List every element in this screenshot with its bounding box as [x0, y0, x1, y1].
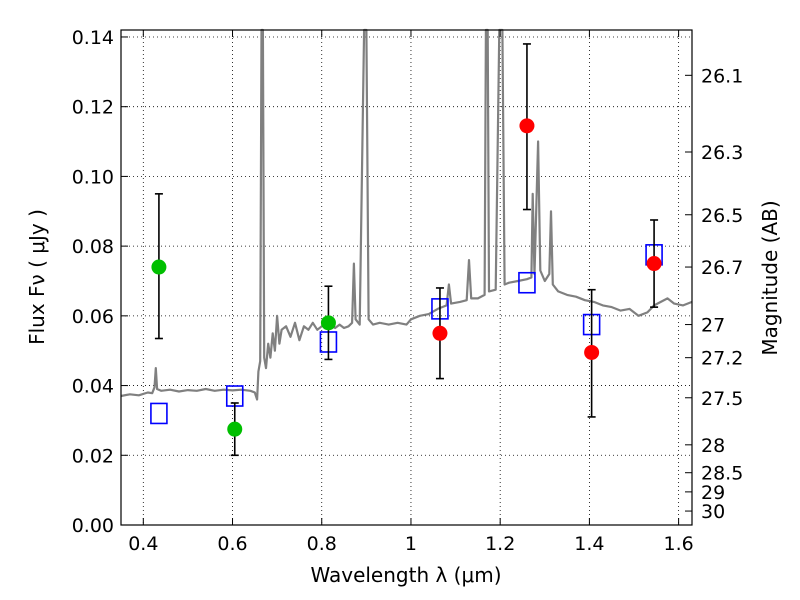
y-tick-label: 0.06 [72, 306, 114, 328]
grid [121, 30, 692, 525]
y2-tick-label: 26.3 [701, 142, 743, 164]
x-axis-label: Wavelength λ (μm) [310, 563, 501, 587]
x-tick-label: 1.6 [664, 533, 694, 555]
y-tick-label: 0.04 [72, 376, 114, 398]
plot-frame [120, 29, 693, 526]
y-tick-label: 0.14 [72, 27, 114, 49]
x-tick-label: 0.6 [217, 533, 247, 555]
y-tick-label: 0.02 [72, 445, 114, 467]
spectrum-line [120, 28, 693, 401]
y2-tick-label: 26.1 [701, 65, 743, 87]
red-data-point [584, 344, 600, 360]
plot-area [121, 30, 692, 525]
spectrum-layer [120, 28, 693, 401]
y-tick-label: 0.08 [72, 236, 114, 258]
y2-tick-label: 26.7 [701, 257, 743, 279]
y2-tick-label: 30 [701, 501, 725, 523]
y2-axis-label: Magnitude (AB) [758, 200, 782, 355]
y2-tick-label: 27.5 [701, 388, 743, 410]
y2-tick-label: 28.5 [701, 463, 743, 485]
y2-tick-label: 27 [701, 315, 725, 337]
y-tick-label: 0.12 [72, 97, 114, 119]
x-tick-label: 1.4 [574, 533, 604, 555]
data-points-layer [150, 43, 663, 457]
y-axis-label: Flux Fν ( μJy ) [25, 209, 49, 345]
y-tick-label: 0.00 [72, 515, 114, 537]
red-data-point [646, 256, 662, 272]
x-tick-label: 0.4 [128, 533, 158, 555]
x-tick-label: 1.2 [485, 533, 515, 555]
x-tick-label: 1 [405, 533, 417, 555]
y-tick-label: 0.10 [72, 166, 114, 188]
green-data-point [320, 315, 336, 331]
green-data-point [227, 421, 243, 437]
model-square [518, 271, 536, 294]
y2-tick-label: 26.5 [701, 205, 743, 227]
y2-tick-label: 29 [701, 482, 725, 504]
y2-tick-label: 27.2 [701, 348, 743, 370]
y2-tick-label: 28 [701, 435, 725, 457]
green-data-point [151, 259, 167, 275]
model-square [150, 402, 168, 425]
red-data-point [432, 325, 448, 341]
red-data-point [519, 118, 535, 134]
x-tick-label: 0.8 [307, 533, 337, 555]
ticks-layer: 0.4 0.6 0.8 1 1.2 1.4 1.6 0.00 0.02 0.04 0.06 0.08 0… [72, 27, 744, 555]
